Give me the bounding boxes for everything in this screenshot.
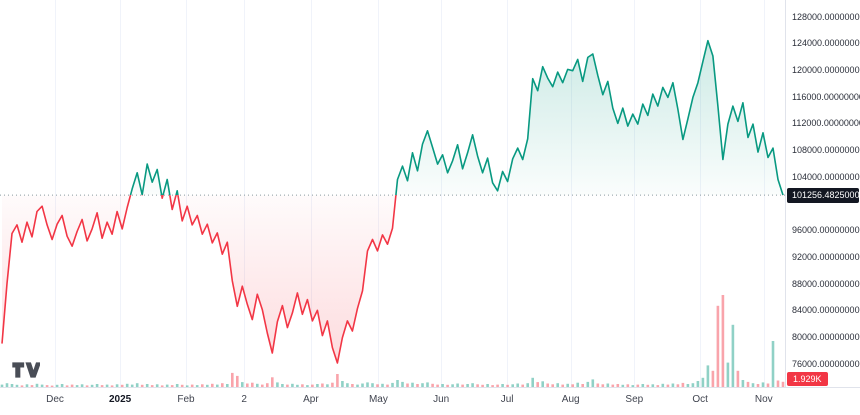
time-tick-label: Feb <box>177 394 195 405</box>
volume-label: 1.929K <box>787 372 828 386</box>
tradingview-logo[interactable] <box>10 359 40 381</box>
last-price-label: 101256.48250000 <box>787 187 860 203</box>
price-line-up <box>129 39 784 196</box>
area-fill-below-baseline <box>2 195 396 363</box>
time-tick-label: Sep <box>625 394 644 405</box>
time-tick-label: Nov <box>754 394 773 405</box>
price-tick-label: 112000.00000000 <box>792 118 860 129</box>
price-tick-label: 108000.00000000 <box>792 145 860 156</box>
time-tick-label: Apr <box>303 394 319 405</box>
area-fill-above-baseline <box>2 40 783 196</box>
chart-plot-area[interactable] <box>0 0 785 387</box>
time-tick-label: Oct <box>692 394 708 405</box>
time-tick-label: 2025 <box>108 394 132 405</box>
time-axis[interactable]: Dec 2025 Feb 2 Apr May Jun Jul Aug Sep Oct Nov <box>0 387 860 415</box>
price-tick-label: 88000.00000000 <box>792 278 860 289</box>
time-tick-label: 2 <box>241 394 247 405</box>
price-tick-label: 96000.00000000 <box>792 225 860 236</box>
time-tick-label: Dec <box>46 394 64 405</box>
price-tick-label: 84000.00000000 <box>792 305 860 316</box>
price-series-svg <box>0 0 785 387</box>
price-line-down <box>1 195 783 364</box>
time-tick-label: May <box>368 394 388 405</box>
price-tick-label: 128000.00000000 <box>792 11 860 22</box>
time-tick-label: Jun <box>433 394 450 405</box>
time-tick-label: Aug <box>561 394 580 405</box>
price-tick-label: 104000.00000000 <box>792 171 860 182</box>
price-tick-label: 124000.00000000 <box>792 38 860 49</box>
price-tick-label: 80000.00000000 <box>792 332 860 342</box>
time-tick-label: Jul <box>500 394 514 405</box>
price-axis[interactable]: 101256.48250000 1.929K 128000.00000000 12… <box>785 0 860 387</box>
price-tick-label: 76000.00000000 <box>792 358 860 369</box>
price-tick-label: 92000.00000000 <box>792 251 860 262</box>
volume-bars <box>0 295 785 387</box>
tradingview-logo-icon <box>12 362 40 378</box>
price-tick-label: 120000.00000000 <box>792 65 860 76</box>
price-tick-label: 116000.00000000 <box>792 91 860 102</box>
